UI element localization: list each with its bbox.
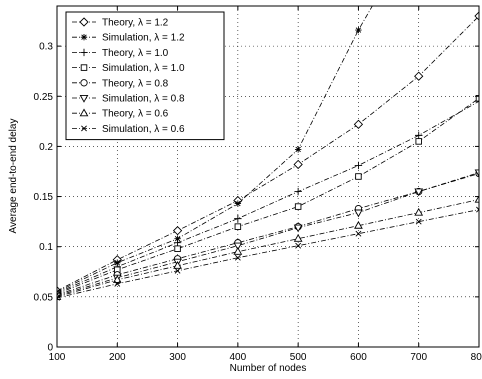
y-axis-label: Average end-to-end delay [8, 119, 19, 234]
x-marker [174, 267, 181, 274]
plus-marker [415, 131, 423, 140]
legend-label: Simulation, λ = 1.2 [102, 33, 185, 44]
diamond-marker [172, 226, 183, 236]
square-marker [174, 245, 181, 252]
plus-marker [294, 187, 302, 196]
x-tick-label: 400 [230, 352, 247, 363]
series-line-7 [57, 199, 479, 298]
series-line-6 [57, 172, 479, 297]
legend-label: Simulation, λ = 0.8 [102, 94, 185, 105]
triangle-up-marker [173, 261, 182, 269]
legend-label: Theory, λ = 0.6 [102, 109, 169, 120]
triangle-up-marker [233, 247, 243, 255]
series-line-8 [57, 209, 479, 299]
x-marker [415, 218, 422, 225]
triangle-up-marker [414, 207, 424, 216]
square-marker [415, 138, 422, 145]
legend-label: Simulation, λ = 1.0 [102, 63, 185, 74]
y-tick-label: 0.2 [39, 142, 53, 153]
plus-marker [354, 161, 363, 170]
plot-frame [56, 5, 480, 348]
diamond-marker [293, 159, 303, 170]
asterisk-marker [234, 200, 242, 207]
series-line-4 [57, 97, 479, 295]
series-line-3 [57, 100, 479, 294]
y-tick-label: 0.15 [34, 192, 54, 203]
legend: Theory, λ = 1.2 Simulation, λ = 1.2 Theory… [65, 11, 225, 141]
square-marker [475, 95, 479, 102]
series-line-2 [57, 6, 373, 293]
square-marker [294, 203, 302, 210]
x-tick-label: 100 [49, 352, 66, 363]
x-tick-label: 600 [350, 352, 367, 363]
x-tick-label: 800 [471, 352, 482, 363]
diamond-marker [474, 11, 479, 21]
diamond-marker [353, 119, 364, 129]
square-marker [80, 64, 88, 71]
x-marker [81, 125, 87, 132]
triangle-down-marker [414, 188, 424, 197]
legend-box [65, 11, 225, 141]
x-marker [114, 280, 121, 287]
x-tick-label: 200 [109, 352, 126, 363]
y-tick-label: 0.05 [34, 292, 54, 303]
series-layer [57, 6, 479, 301]
diamond-marker [79, 17, 89, 27]
triangle-up-marker [79, 108, 89, 117]
square-marker [355, 173, 362, 180]
triangle-down-marker [233, 242, 243, 251]
legend-label: Simulation, λ = 0.6 [102, 124, 185, 135]
asterisk-marker [294, 146, 302, 153]
x-tick-label: 500 [290, 352, 307, 363]
y-tick-label: 0.1 [39, 242, 53, 253]
diamond-marker [414, 71, 424, 81]
y-tick-label: 0.25 [34, 92, 54, 103]
legend-label: Theory, λ = 1.0 [102, 48, 169, 59]
plus-marker [80, 48, 88, 57]
x-marker [476, 206, 479, 213]
plus-marker [173, 238, 182, 247]
series-line-5 [57, 173, 479, 296]
y-tick-label: 0.3 [39, 42, 53, 53]
plus-marker [234, 214, 242, 223]
x-marker [234, 254, 241, 261]
asterisk-marker [355, 26, 362, 34]
asterisk-marker [80, 34, 88, 41]
x-axis-label: Number of nodes [230, 363, 307, 374]
asterisk-marker [174, 235, 181, 242]
x-tick-label: 300 [169, 352, 186, 363]
square-marker [234, 223, 242, 230]
x-marker [355, 230, 362, 237]
x-marker [295, 242, 302, 249]
legend-label: Theory, λ = 1.2 [102, 18, 169, 29]
triangle-down-marker [474, 169, 479, 178]
y-tick-label: 0 [47, 343, 53, 354]
series-line-1 [57, 15, 479, 292]
triangle-up-marker [474, 194, 479, 203]
triangle-down-marker [79, 94, 89, 103]
triangle-up-marker [293, 233, 303, 242]
legend-label: Theory, λ = 0.8 [102, 78, 169, 89]
axis-ticks: 100 200 300 400 500 600 700 800 0 0.05 0.1 0.15 0.2 0… [34, 6, 482, 363]
x-marker [57, 294, 60, 301]
circle-marker [80, 79, 88, 87]
x-tick-label: 700 [410, 352, 427, 363]
triangle-up-marker [112, 275, 122, 283]
triangle-up-marker [354, 220, 363, 229]
triangle-down-marker [354, 209, 363, 218]
triangle-down-marker [293, 224, 303, 233]
asterisk-marker [114, 259, 121, 266]
